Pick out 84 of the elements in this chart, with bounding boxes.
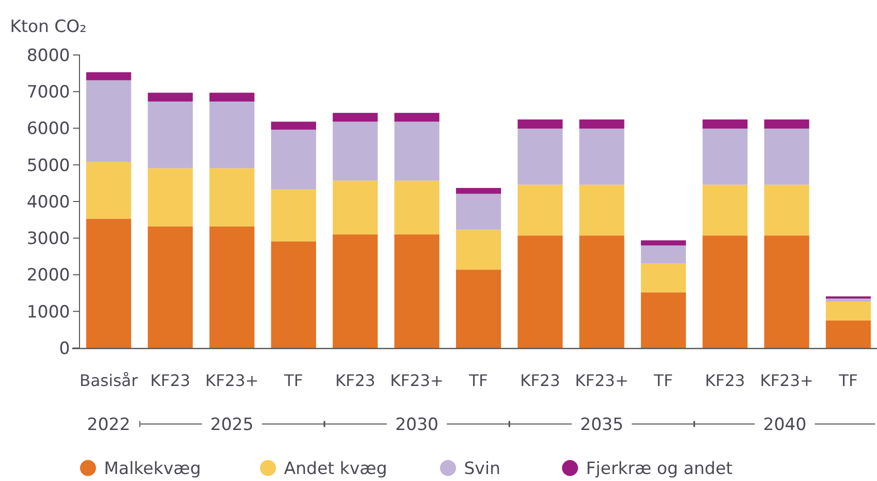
bar: [518, 184, 563, 236]
bar: [148, 102, 193, 168]
bar: [209, 92, 254, 102]
bar: [456, 194, 501, 230]
x-tick-label: KF23: [520, 371, 560, 390]
bar: [394, 180, 440, 234]
bar: [579, 128, 624, 185]
bar: [640, 240, 686, 246]
bar: [640, 263, 686, 292]
y-tick-label: 3000: [26, 229, 70, 250]
x-tick-label: KF23+: [205, 371, 259, 390]
bar: [826, 296, 871, 299]
bar: [209, 168, 254, 226]
x-tick-label: TF: [283, 371, 304, 390]
bar: [579, 184, 624, 236]
bar: [826, 298, 871, 302]
x-tick-label: TF: [838, 371, 858, 390]
bar: [518, 119, 563, 129]
y-tick-label: 1000: [26, 302, 70, 322]
bar: [764, 128, 810, 185]
bar: [332, 112, 378, 122]
bar: [148, 226, 193, 348]
text: 2040: [763, 414, 806, 435]
bar: [826, 301, 871, 321]
legend-label: Malkekvæg: [104, 458, 201, 479]
bar: [518, 236, 563, 348]
legend-label: Svin: [464, 458, 500, 479]
y-tick-label: 7000: [26, 82, 70, 103]
x-tick-label: TF: [652, 371, 673, 390]
bar: [640, 245, 686, 264]
x-tick-label: KF23+: [390, 371, 444, 390]
text: 2035: [580, 414, 624, 435]
x-tick-label: TF: [468, 371, 488, 390]
bar: [579, 236, 624, 348]
bar: [456, 230, 501, 270]
bar: [764, 119, 810, 129]
legend-label: Andet kvæg: [284, 458, 388, 479]
y-axis-title: Kton CO₂: [10, 17, 86, 37]
bar: [332, 234, 378, 348]
y-tick-label: 8000: [26, 46, 70, 66]
bar: [332, 122, 378, 181]
bar: [518, 128, 563, 185]
bar: [394, 112, 440, 122]
legend-label: Fjerkræ og andet: [586, 458, 733, 479]
bar: [456, 270, 501, 348]
bar: [271, 241, 316, 348]
x-tick-label: KF23+: [760, 371, 814, 390]
bar: [394, 234, 440, 348]
bar: [86, 218, 132, 348]
bar: [702, 236, 748, 348]
y-tick-label: 6000: [26, 119, 70, 140]
bar: [148, 92, 193, 102]
bar: [86, 80, 132, 162]
text: 2030: [395, 414, 438, 435]
bar: [86, 72, 132, 80]
y-tick-label: 0: [59, 338, 70, 359]
bar: [148, 168, 193, 226]
bar: [271, 189, 316, 242]
bar: [764, 236, 810, 348]
bar: [702, 119, 748, 129]
bar: [702, 184, 748, 236]
bar: [332, 180, 378, 234]
bar: [702, 128, 748, 185]
bar: [764, 184, 810, 236]
y-tick-label: 5000: [26, 156, 70, 176]
bar: [394, 122, 440, 181]
bar: [579, 119, 624, 129]
bar: [456, 188, 501, 194]
bar: [209, 226, 254, 348]
bar: [86, 162, 132, 219]
x-tick-label: KF23: [150, 371, 190, 390]
bar: [271, 130, 316, 190]
text: 2022: [87, 414, 130, 435]
text: 2025: [210, 414, 254, 435]
y-tick-label: 2000: [26, 266, 70, 286]
x-tick-label: KF23+: [575, 371, 629, 390]
bar: [640, 292, 686, 348]
x-tick-label: KF23: [705, 371, 746, 390]
bar: [209, 102, 254, 168]
x-tick-label: Basisår: [80, 371, 138, 390]
bar: [271, 122, 316, 130]
x-tick-label: KF23: [335, 371, 376, 390]
bar: [826, 320, 871, 348]
y-tick-label: 4000: [26, 192, 70, 212]
